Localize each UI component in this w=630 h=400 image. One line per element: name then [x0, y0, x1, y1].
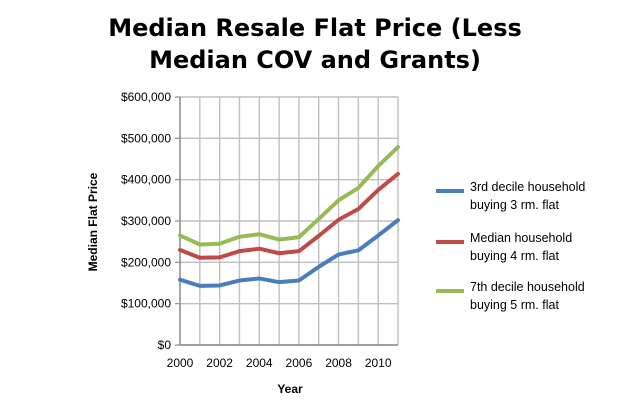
y-tick-label: $100,000 — [121, 297, 171, 311]
legend-label-3-line-2: buying 5 rm. flat — [470, 298, 559, 312]
chart-title-line-1: Median Resale Flat Price (Less — [108, 14, 522, 42]
y-tick-label: $200,000 — [121, 255, 171, 269]
legend: 3rd decile household buying 3 rm. flat Med… — [436, 180, 585, 312]
axes — [175, 96, 398, 346]
legend-label-2-line-1: Median household — [470, 231, 572, 245]
y-tick-label: $300,000 — [121, 214, 171, 228]
legend-label-1-line-2: buying 3 rm. flat — [470, 198, 559, 212]
series-line-2 — [178, 171, 400, 260]
data-series — [178, 145, 400, 288]
y-tick-label: $500,000 — [121, 131, 171, 145]
y-tick-label: $400,000 — [121, 173, 171, 187]
x-tick-label: 2008 — [325, 356, 352, 370]
y-axis-title: Median Flat Price — [86, 172, 100, 271]
x-tick-label: 2002 — [206, 356, 233, 370]
x-tick-label: 2004 — [246, 356, 273, 370]
series-line-3 — [178, 145, 400, 247]
y-tick-label: $600,000 — [121, 90, 171, 104]
legend-label-1-line-1: 3rd decile household — [470, 180, 585, 194]
legend-label-3-line-1: 7th decile household — [470, 280, 585, 294]
x-tick-labels: 2000 2002 2004 2006 2008 2010 — [167, 356, 392, 370]
y-tick-labels: $0 $100,000 $200,000 $300,000 $400,000 $500,0… — [121, 90, 171, 352]
x-tick-label: 2000 — [167, 356, 194, 370]
x-tick-label: 2010 — [365, 356, 392, 370]
y-tick-label: $0 — [158, 338, 172, 352]
grid-lines — [179, 96, 399, 346]
chart-title-line-2: Median COV and Grants) — [149, 46, 481, 74]
series-line-1 — [178, 218, 400, 288]
legend-label-2-line-2: buying 4 rm. flat — [470, 249, 559, 263]
x-axis-title: Year — [277, 382, 303, 396]
x-tick-label: 2006 — [286, 356, 313, 370]
